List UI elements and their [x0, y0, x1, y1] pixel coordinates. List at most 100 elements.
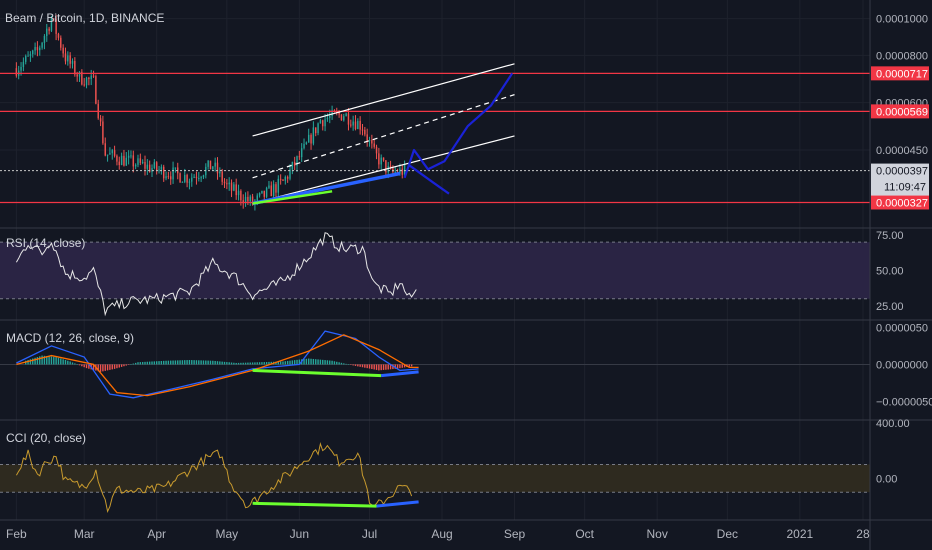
candle-body[interactable] [141, 162, 144, 164]
candle-body[interactable] [380, 157, 382, 165]
candle-body[interactable] [109, 153, 111, 155]
candle-body[interactable] [242, 200, 244, 204]
candle-body[interactable] [130, 155, 132, 157]
candle-body[interactable] [378, 153, 380, 165]
candle-body[interactable] [78, 71, 81, 77]
macd-green-trendline[interactable] [252, 368, 382, 378]
candle-body[interactable] [303, 144, 305, 149]
candle-body[interactable] [403, 164, 406, 175]
candle-body[interactable] [324, 119, 326, 127]
candle-body[interactable] [188, 181, 191, 183]
cci-line[interactable] [15, 442, 413, 513]
candle-body[interactable] [102, 121, 104, 144]
candle-body[interactable] [67, 55, 69, 62]
candle-body[interactable] [249, 196, 251, 202]
candle-body[interactable] [345, 113, 347, 117]
candle-body[interactable] [83, 84, 85, 86]
candle-body[interactable] [36, 47, 39, 51]
candle-body[interactable] [338, 112, 340, 115]
candle-body[interactable] [263, 190, 265, 197]
candle-body[interactable] [331, 110, 333, 116]
candle-body[interactable] [401, 168, 403, 175]
candle-body[interactable] [71, 60, 74, 64]
candle-body[interactable] [181, 181, 184, 183]
candle-body[interactable] [296, 156, 298, 166]
candle-body[interactable] [15, 68, 18, 76]
candle-body[interactable] [55, 19, 57, 34]
candle-body[interactable] [137, 158, 139, 165]
candle-body[interactable] [174, 167, 177, 169]
candle-body[interactable] [373, 143, 375, 147]
candle-body[interactable] [319, 120, 322, 124]
candle-body[interactable] [39, 47, 41, 51]
macd-blue-trendline[interactable] [381, 370, 419, 378]
candle-body[interactable] [399, 168, 401, 174]
candle-body[interactable] [289, 169, 291, 179]
candle-body[interactable] [258, 193, 261, 196]
candle-body[interactable] [202, 175, 205, 178]
candle-body[interactable] [118, 161, 120, 166]
candle-body[interactable] [90, 75, 92, 80]
candle-body[interactable] [350, 124, 352, 126]
candle-body[interactable] [352, 121, 354, 126]
candle-body[interactable] [221, 171, 223, 182]
candle-body[interactable] [307, 134, 310, 143]
candle-body[interactable] [22, 61, 25, 67]
candle-body[interactable] [48, 28, 50, 31]
candle-body[interactable] [226, 183, 228, 185]
candle-body[interactable] [322, 120, 324, 127]
candle-body[interactable] [343, 116, 345, 121]
green-trendline[interactable] [252, 190, 333, 205]
price-axis[interactable]: 0.00010000.00008000.00006000.00004500.00… [871, 14, 932, 486]
candle-body[interactable] [104, 143, 106, 156]
candle-body[interactable] [340, 114, 343, 121]
macd-signal-line[interactable] [16, 334, 419, 397]
candle-body[interactable] [193, 176, 195, 178]
candle-body[interactable] [385, 160, 387, 173]
candle-body[interactable] [53, 18, 55, 20]
candle-body[interactable] [329, 115, 331, 119]
candle-body[interactable] [34, 47, 36, 51]
candle-body[interactable] [357, 121, 359, 130]
candle-body[interactable] [317, 123, 319, 134]
candle-body[interactable] [244, 196, 247, 204]
candle-body[interactable] [148, 164, 151, 172]
candle-body[interactable] [160, 166, 163, 170]
candle-body[interactable] [240, 190, 242, 201]
candle-body[interactable] [268, 185, 270, 188]
candle-body[interactable] [265, 187, 268, 197]
candle-body[interactable] [146, 164, 149, 169]
candle-body[interactable] [366, 134, 368, 141]
macd-pane[interactable] [0, 330, 870, 399]
candle-body[interactable] [279, 178, 282, 180]
candle-body[interactable] [85, 77, 88, 86]
projection-alt-path[interactable] [408, 164, 450, 195]
candle-body[interactable] [167, 176, 170, 178]
candle-body[interactable] [305, 142, 308, 145]
candle-body[interactable] [25, 56, 27, 62]
candle-body[interactable] [312, 127, 315, 144]
candle-body[interactable] [60, 37, 62, 48]
candle-body[interactable] [32, 50, 34, 55]
candle-body[interactable] [223, 181, 226, 184]
candle-body[interactable] [270, 185, 273, 197]
candle-body[interactable] [207, 160, 209, 167]
candle-body[interactable] [81, 71, 83, 85]
candle-body[interactable] [158, 169, 160, 171]
candle-body[interactable] [219, 171, 221, 174]
candle-body[interactable] [64, 53, 67, 62]
channel-lower-line[interactable] [252, 135, 515, 205]
candle-body[interactable] [298, 156, 301, 158]
candle-body[interactable] [291, 161, 294, 170]
candle-body[interactable] [165, 176, 167, 179]
candle-body[interactable] [375, 146, 378, 154]
candle-body[interactable] [247, 196, 249, 202]
candle-body[interactable] [347, 113, 350, 125]
candle-body[interactable] [179, 173, 181, 183]
candle-body[interactable] [88, 77, 90, 80]
candle-body[interactable] [139, 158, 142, 163]
candle-body[interactable] [382, 157, 385, 161]
candle-body[interactable] [368, 140, 371, 142]
candle-body[interactable] [99, 118, 102, 122]
